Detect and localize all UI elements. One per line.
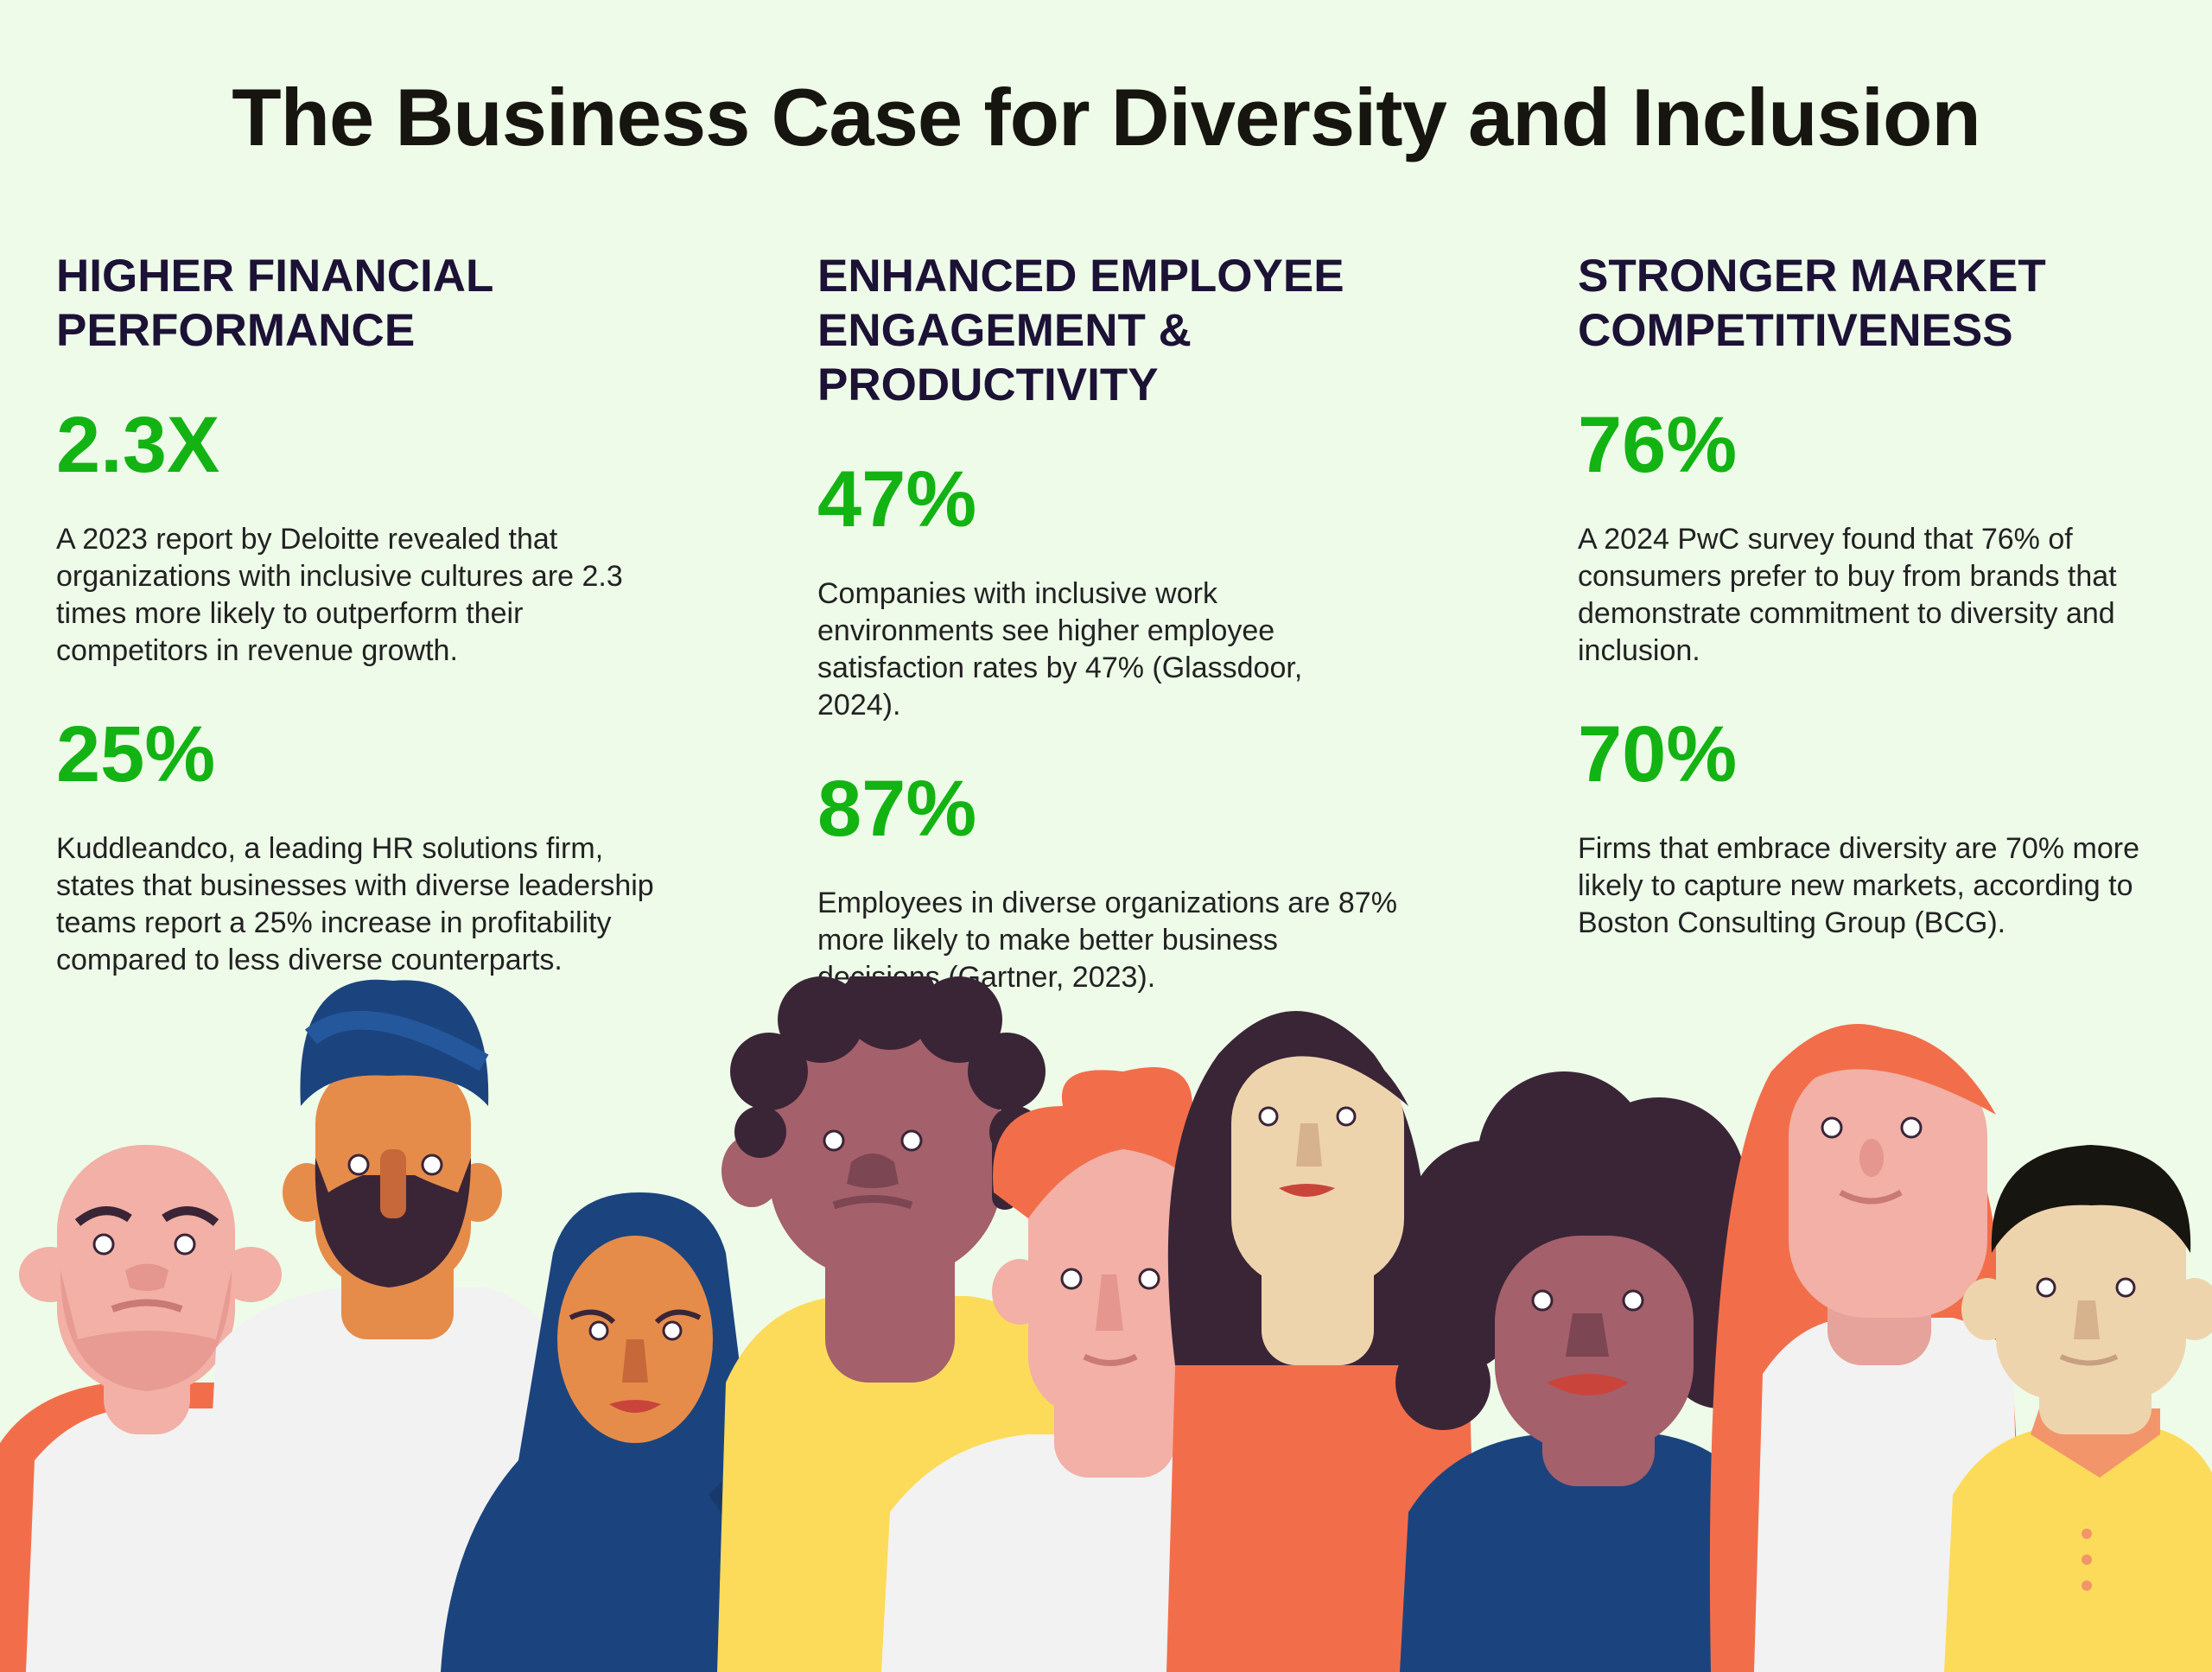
diverse-group-of-people-illustration — [0, 976, 2212, 1672]
stat-description: Employees in diverse organizations are 8… — [817, 887, 1397, 994]
column-employee-engagement: ENHANCED EMPLOYEE ENGAGEMENT & PRODUCTIV… — [817, 249, 1440, 996]
stat-value: 25% — [56, 710, 216, 798]
man-with-black-hair — [1944, 1145, 2212, 1672]
column-heading: HIGHER FINANCIAL PERFORMANCE — [56, 251, 493, 356]
stat-description: Kuddleandco, a leading HR solutions firm… — [56, 832, 654, 976]
column-market-competitiveness: STRONGER MARKET COMPETITIVENESS 76% A 20… — [1578, 249, 2200, 942]
stat-value: 70% — [1578, 710, 1738, 798]
stat-description: Firms that embrace diversity are 70% mor… — [1578, 832, 2139, 939]
stat-value: 2.3X — [56, 401, 220, 489]
stat-description: A 2023 report by Deloitte revealed that … — [56, 523, 623, 667]
stat-value: 47% — [817, 455, 977, 544]
curly-haired-man — [717, 976, 1063, 1672]
column-financial-performance: HIGHER FINANCIAL PERFORMANCE 2.3X A 2023… — [56, 249, 678, 979]
page-title: The Business Case for Diversity and Incl… — [232, 72, 1981, 162]
stat-value: 87% — [817, 765, 977, 853]
stat-value: 76% — [1578, 401, 1738, 489]
stat-description: Companies with inclusive work environmen… — [817, 577, 1303, 722]
column-heading: STRONGER MARKET COMPETITIVENESS — [1578, 251, 2046, 356]
column-heading: ENHANCED EMPLOYEE ENGAGEMENT & PRODUCTIV… — [817, 251, 1344, 410]
man-with-turban — [199, 979, 570, 1672]
stat-description: A 2024 PwC survey found that 76% of cons… — [1578, 523, 2117, 667]
